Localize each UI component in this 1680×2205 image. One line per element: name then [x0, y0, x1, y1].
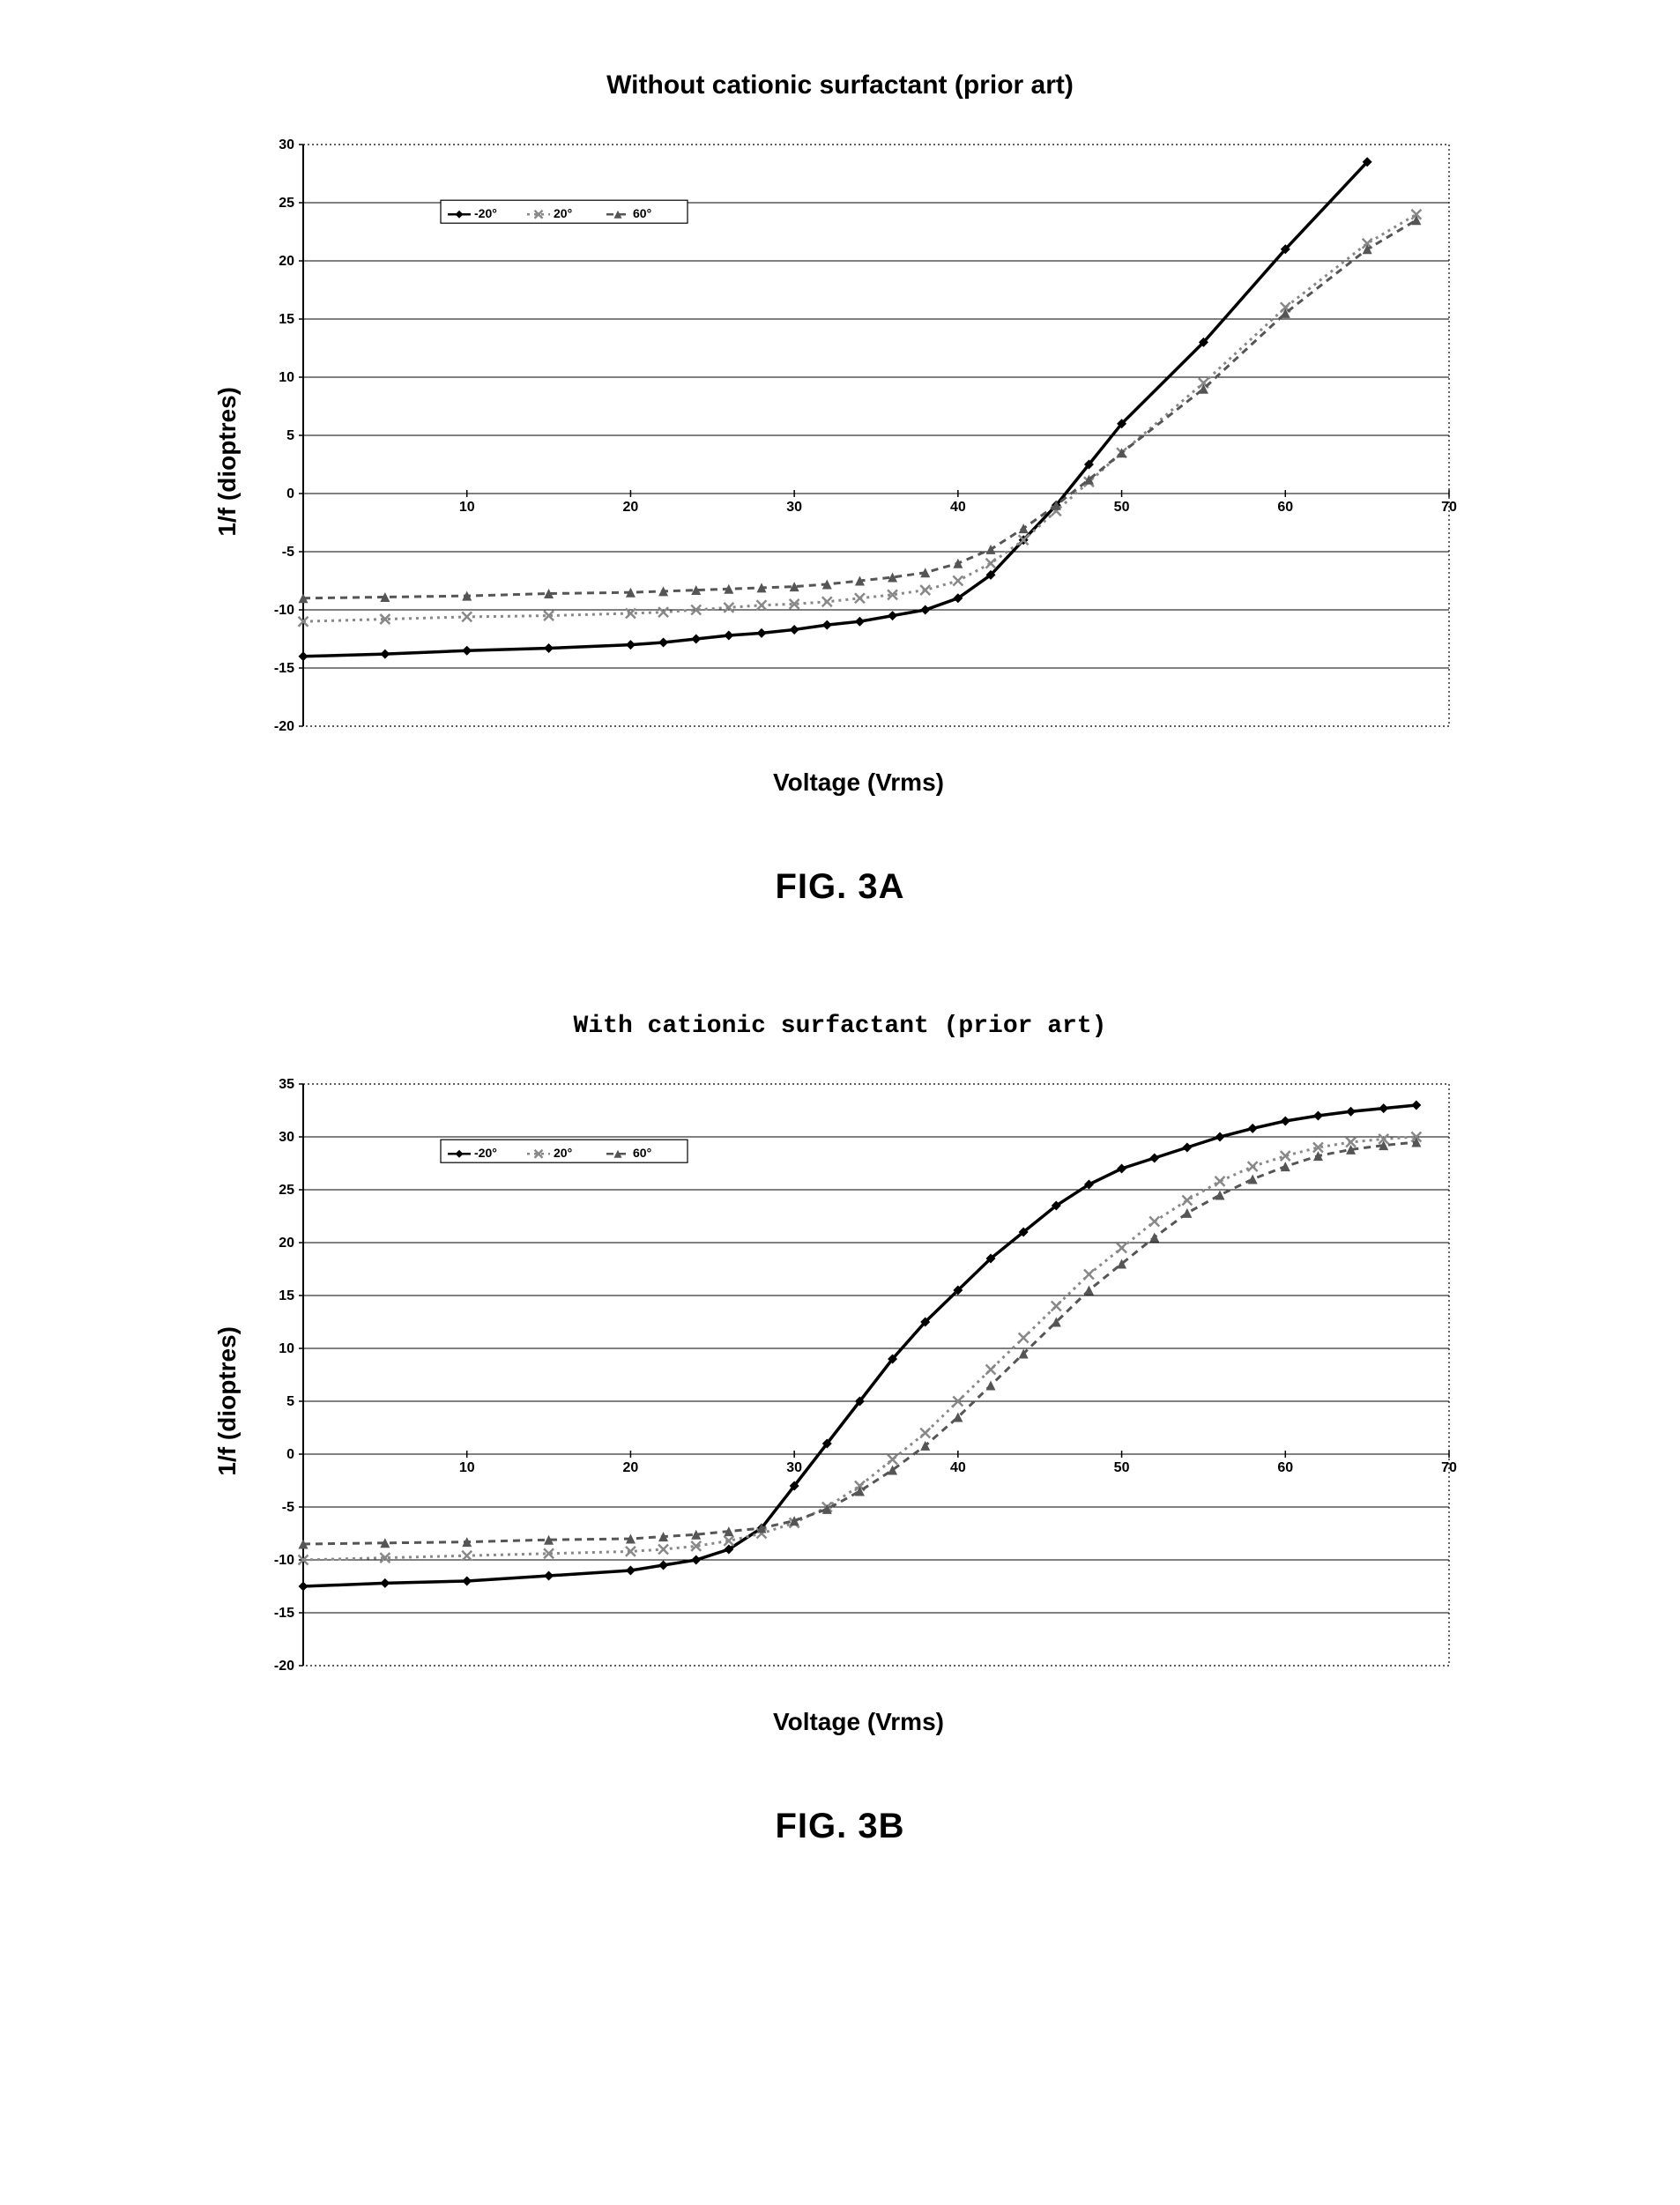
- figure-3b: With cationic surfactant (prior art) 1/f…: [106, 1013, 1574, 1846]
- svg-text:40: 40: [950, 1460, 966, 1475]
- svg-text:30: 30: [279, 1130, 294, 1145]
- chart-b-ylabel: 1/f (dioptres): [213, 1326, 242, 1476]
- figure-3a-caption: FIG. 3A: [106, 867, 1574, 907]
- chart-b-plot-column: -20 -15 -10 -5 0 5 10 15 20 25 30 35 10 20 30 40 50 60 70 -…: [250, 1066, 1467, 1736]
- svg-text:70: 70: [1441, 1460, 1457, 1475]
- svg-text:60°: 60°: [633, 1146, 651, 1160]
- svg-text:30: 30: [786, 500, 802, 515]
- svg-text:20: 20: [623, 1460, 639, 1475]
- chart-b-title: With cationic surfactant (prior art): [106, 1013, 1574, 1040]
- svg-text:5: 5: [286, 428, 294, 443]
- svg-text:-10: -10: [274, 603, 294, 618]
- svg-text:50: 50: [1114, 1460, 1130, 1475]
- svg-text:-5: -5: [282, 1500, 294, 1515]
- svg-text:40: 40: [950, 500, 966, 515]
- svg-text:10: 10: [279, 1341, 294, 1356]
- svg-text:-20: -20: [274, 719, 294, 734]
- svg-text:20°: 20°: [554, 206, 572, 220]
- svg-text:15: 15: [279, 312, 294, 327]
- svg-text:70: 70: [1441, 500, 1457, 515]
- svg-text:20°: 20°: [554, 1146, 572, 1160]
- svg-text:20: 20: [623, 500, 639, 515]
- svg-text:30: 30: [786, 1460, 802, 1475]
- svg-text:-15: -15: [274, 1606, 294, 1621]
- figure-3b-caption: FIG. 3B: [106, 1807, 1574, 1846]
- svg-text:25: 25: [279, 196, 294, 211]
- svg-text:60°: 60°: [633, 206, 651, 220]
- figure-3a: Without cationic surfactant (prior art) …: [106, 71, 1574, 907]
- svg-text:-15: -15: [274, 661, 294, 676]
- svg-text:10: 10: [279, 370, 294, 385]
- chart-b-wrap: 1/f (dioptres) -20 -15 -10 -5 0 5 10 15 20 25 30 35…: [106, 1066, 1574, 1736]
- chart-a-title: Without cationic surfactant (prior art): [106, 71, 1574, 100]
- svg-text:60: 60: [1277, 500, 1293, 515]
- svg-text:-20°: -20°: [474, 1146, 497, 1160]
- chart-a-xlabel: Voltage (Vrms): [773, 768, 944, 797]
- chart-a-plot-column: -20 -15 -10 -5 0 5 10 15 20 25 30 10 20 30 40 50 60 70 -20…: [250, 127, 1467, 797]
- svg-text:50: 50: [1114, 500, 1130, 515]
- svg-text:-10: -10: [274, 1553, 294, 1568]
- svg-text:10: 10: [459, 1460, 475, 1475]
- svg-text:20: 20: [279, 254, 294, 269]
- chart-a-ylabel: 1/f (dioptres): [213, 387, 242, 537]
- chart-a-svg: -20 -15 -10 -5 0 5 10 15 20 25 30 10 20 30 40 50 60 70 -20…: [250, 127, 1467, 761]
- svg-text:25: 25: [279, 1183, 294, 1198]
- svg-text:20: 20: [279, 1236, 294, 1251]
- svg-text:35: 35: [279, 1077, 294, 1092]
- svg-text:15: 15: [279, 1288, 294, 1303]
- svg-text:5: 5: [286, 1394, 294, 1409]
- chart-b-xlabel: Voltage (Vrms): [773, 1708, 944, 1736]
- svg-text:30: 30: [279, 137, 294, 152]
- chart-a-wrap: 1/f (dioptres) -20 -15 -10 -5 0 5 10 15 20 25 30 10…: [106, 127, 1574, 797]
- chart-b-svg: -20 -15 -10 -5 0 5 10 15 20 25 30 35 10 20 30 40 50 60 70 -…: [250, 1066, 1467, 1701]
- svg-text:-20°: -20°: [474, 206, 497, 220]
- svg-text:10: 10: [459, 500, 475, 515]
- svg-text:0: 0: [286, 486, 294, 501]
- svg-text:0: 0: [286, 1447, 294, 1462]
- svg-text:-5: -5: [282, 545, 294, 560]
- svg-text:60: 60: [1277, 1460, 1293, 1475]
- svg-text:-20: -20: [274, 1659, 294, 1674]
